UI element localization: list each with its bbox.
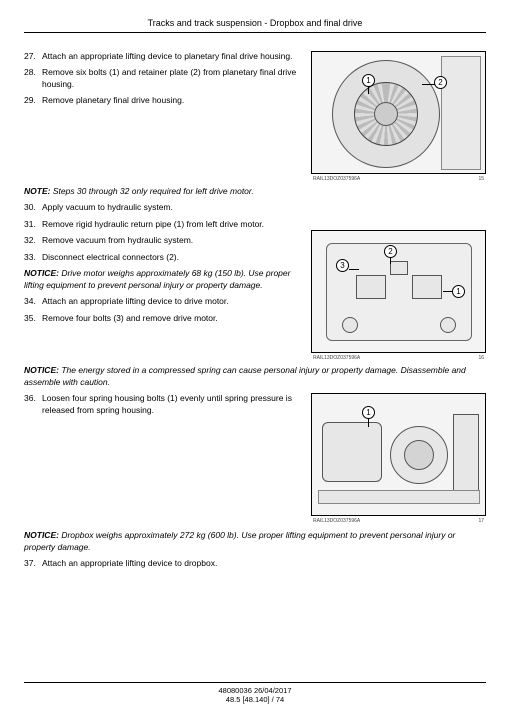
step-num: 32. [24,235,42,246]
section-2-steps: 30. Apply vacuum to hydraulic system. 31… [24,202,311,329]
figure-17: 1 RAIL13DOZ037596A 17 [311,393,486,524]
figure-15-image: 1 2 [311,51,486,174]
step-30: 30. Apply vacuum to hydraulic system. [24,202,303,213]
footer-line-2: 48.5 [48.140] / 74 [24,695,486,705]
figure-17-caption: RAIL13DOZ037596A 17 [311,518,486,524]
section-4: 37. Attach an appropriate lifting device… [24,558,486,574]
step-29: 29. Remove planetary final drive housing… [24,95,303,106]
step-text: Remove four bolts (3) and remove drive m… [42,313,303,324]
step-35: 35. Remove four bolts (3) and remove dri… [24,313,303,324]
page-header-title: Tracks and track suspension - Dropbox an… [24,18,486,28]
section-1-steps: 27. Attach an appropriate lifting device… [24,51,311,112]
step-text: Apply vacuum to hydraulic system. [42,202,303,213]
figure-ref: RAIL13DOZ037596A [313,518,360,524]
step-num: 34. [24,296,42,307]
step-33: 33. Disconnect electrical connectors (2)… [24,252,303,263]
notice-text: Dropbox weighs approximately 272 kg (600… [24,530,455,551]
figure-16-caption: RAIL13DOZ037596A 16 [311,355,486,361]
section-2: 30. Apply vacuum to hydraulic system. 31… [24,202,486,361]
footer-line-1: 48080036 26/04/2017 [24,686,486,696]
page-footer: 48080036 26/04/2017 48.5 [48.140] / 74 [24,682,486,706]
step-text: Remove planetary final drive housing. [42,95,303,106]
step-37: 37. Attach an appropriate lifting device… [24,558,486,569]
note-text: Steps 30 through 32 only required for le… [53,186,254,196]
section-3: 36. Loosen four spring housing bolts (1)… [24,393,486,524]
step-num: 35. [24,313,42,324]
step-num: 30. [24,202,42,213]
notice-text: Drive motor weighs approximately 68 kg (… [24,268,290,289]
step-num: 31. [24,219,42,230]
figure-num: 16 [478,355,484,361]
note-1: NOTE: Steps 30 through 32 only required … [24,186,486,197]
figure-num: 17 [478,518,484,524]
notice-drive-motor: NOTICE: Drive motor weighs approximately… [24,268,303,291]
step-num: 36. [24,393,42,416]
step-text: Remove rigid hydraulic return pipe (1) f… [42,219,303,230]
step-text: Attach an appropriate lifting device to … [42,296,303,307]
step-num: 29. [24,95,42,106]
step-num: 37. [24,558,42,569]
figure-ref: RAIL13DOZ037596A [313,355,360,361]
notice-dropbox: NOTICE: Dropbox weighs approximately 272… [24,530,486,553]
figure-16-image: 3 2 1 [311,230,486,353]
figure-16: 3 2 1 RAIL13DOZ037596A 16 [311,202,486,361]
step-num: 33. [24,252,42,263]
step-num: 28. [24,67,42,90]
notice-label: NOTICE: [24,268,59,278]
step-text: Attach an appropriate lifting device to … [42,558,486,569]
section-3-steps: 36. Loosen four spring housing bolts (1)… [24,393,311,421]
step-34: 34. Attach an appropriate lifting device… [24,296,303,307]
step-text: Attach an appropriate lifting device to … [42,51,303,62]
figure-ref: RAIL13DOZ037596A [313,176,360,182]
notice-spring: NOTICE: The energy stored in a compresse… [24,365,486,388]
notice-label: NOTICE: [24,365,59,375]
step-27: 27. Attach an appropriate lifting device… [24,51,303,62]
callout-1: 1 [362,406,375,419]
header-rule [24,32,486,33]
notice-label: NOTICE: [24,530,59,540]
step-32: 32. Remove vacuum from hydraulic system. [24,235,303,246]
step-text: Remove six bolts (1) and retainer plate … [42,67,303,90]
figure-num: 15 [478,176,484,182]
section-1: 27. Attach an appropriate lifting device… [24,51,486,182]
step-text: Disconnect electrical connectors (2). [42,252,303,263]
section-4-steps: 37. Attach an appropriate lifting device… [24,558,486,574]
step-text: Loosen four spring housing bolts (1) eve… [42,393,303,416]
note-label: NOTE: [24,186,50,196]
figure-15-caption: RAIL13DOZ037596A 15 [311,176,486,182]
step-28: 28. Remove six bolts (1) and retainer pl… [24,67,303,90]
step-31: 31. Remove rigid hydraulic return pipe (… [24,219,303,230]
callout-2: 2 [434,76,447,89]
step-text: Remove vacuum from hydraulic system. [42,235,303,246]
figure-15: 1 2 RAIL13DOZ037596A 15 [311,51,486,182]
step-num: 27. [24,51,42,62]
notice-text: The energy stored in a compressed spring… [24,365,466,386]
callout-1: 1 [362,74,375,87]
step-36: 36. Loosen four spring housing bolts (1)… [24,393,303,416]
figure-17-image: 1 [311,393,486,516]
